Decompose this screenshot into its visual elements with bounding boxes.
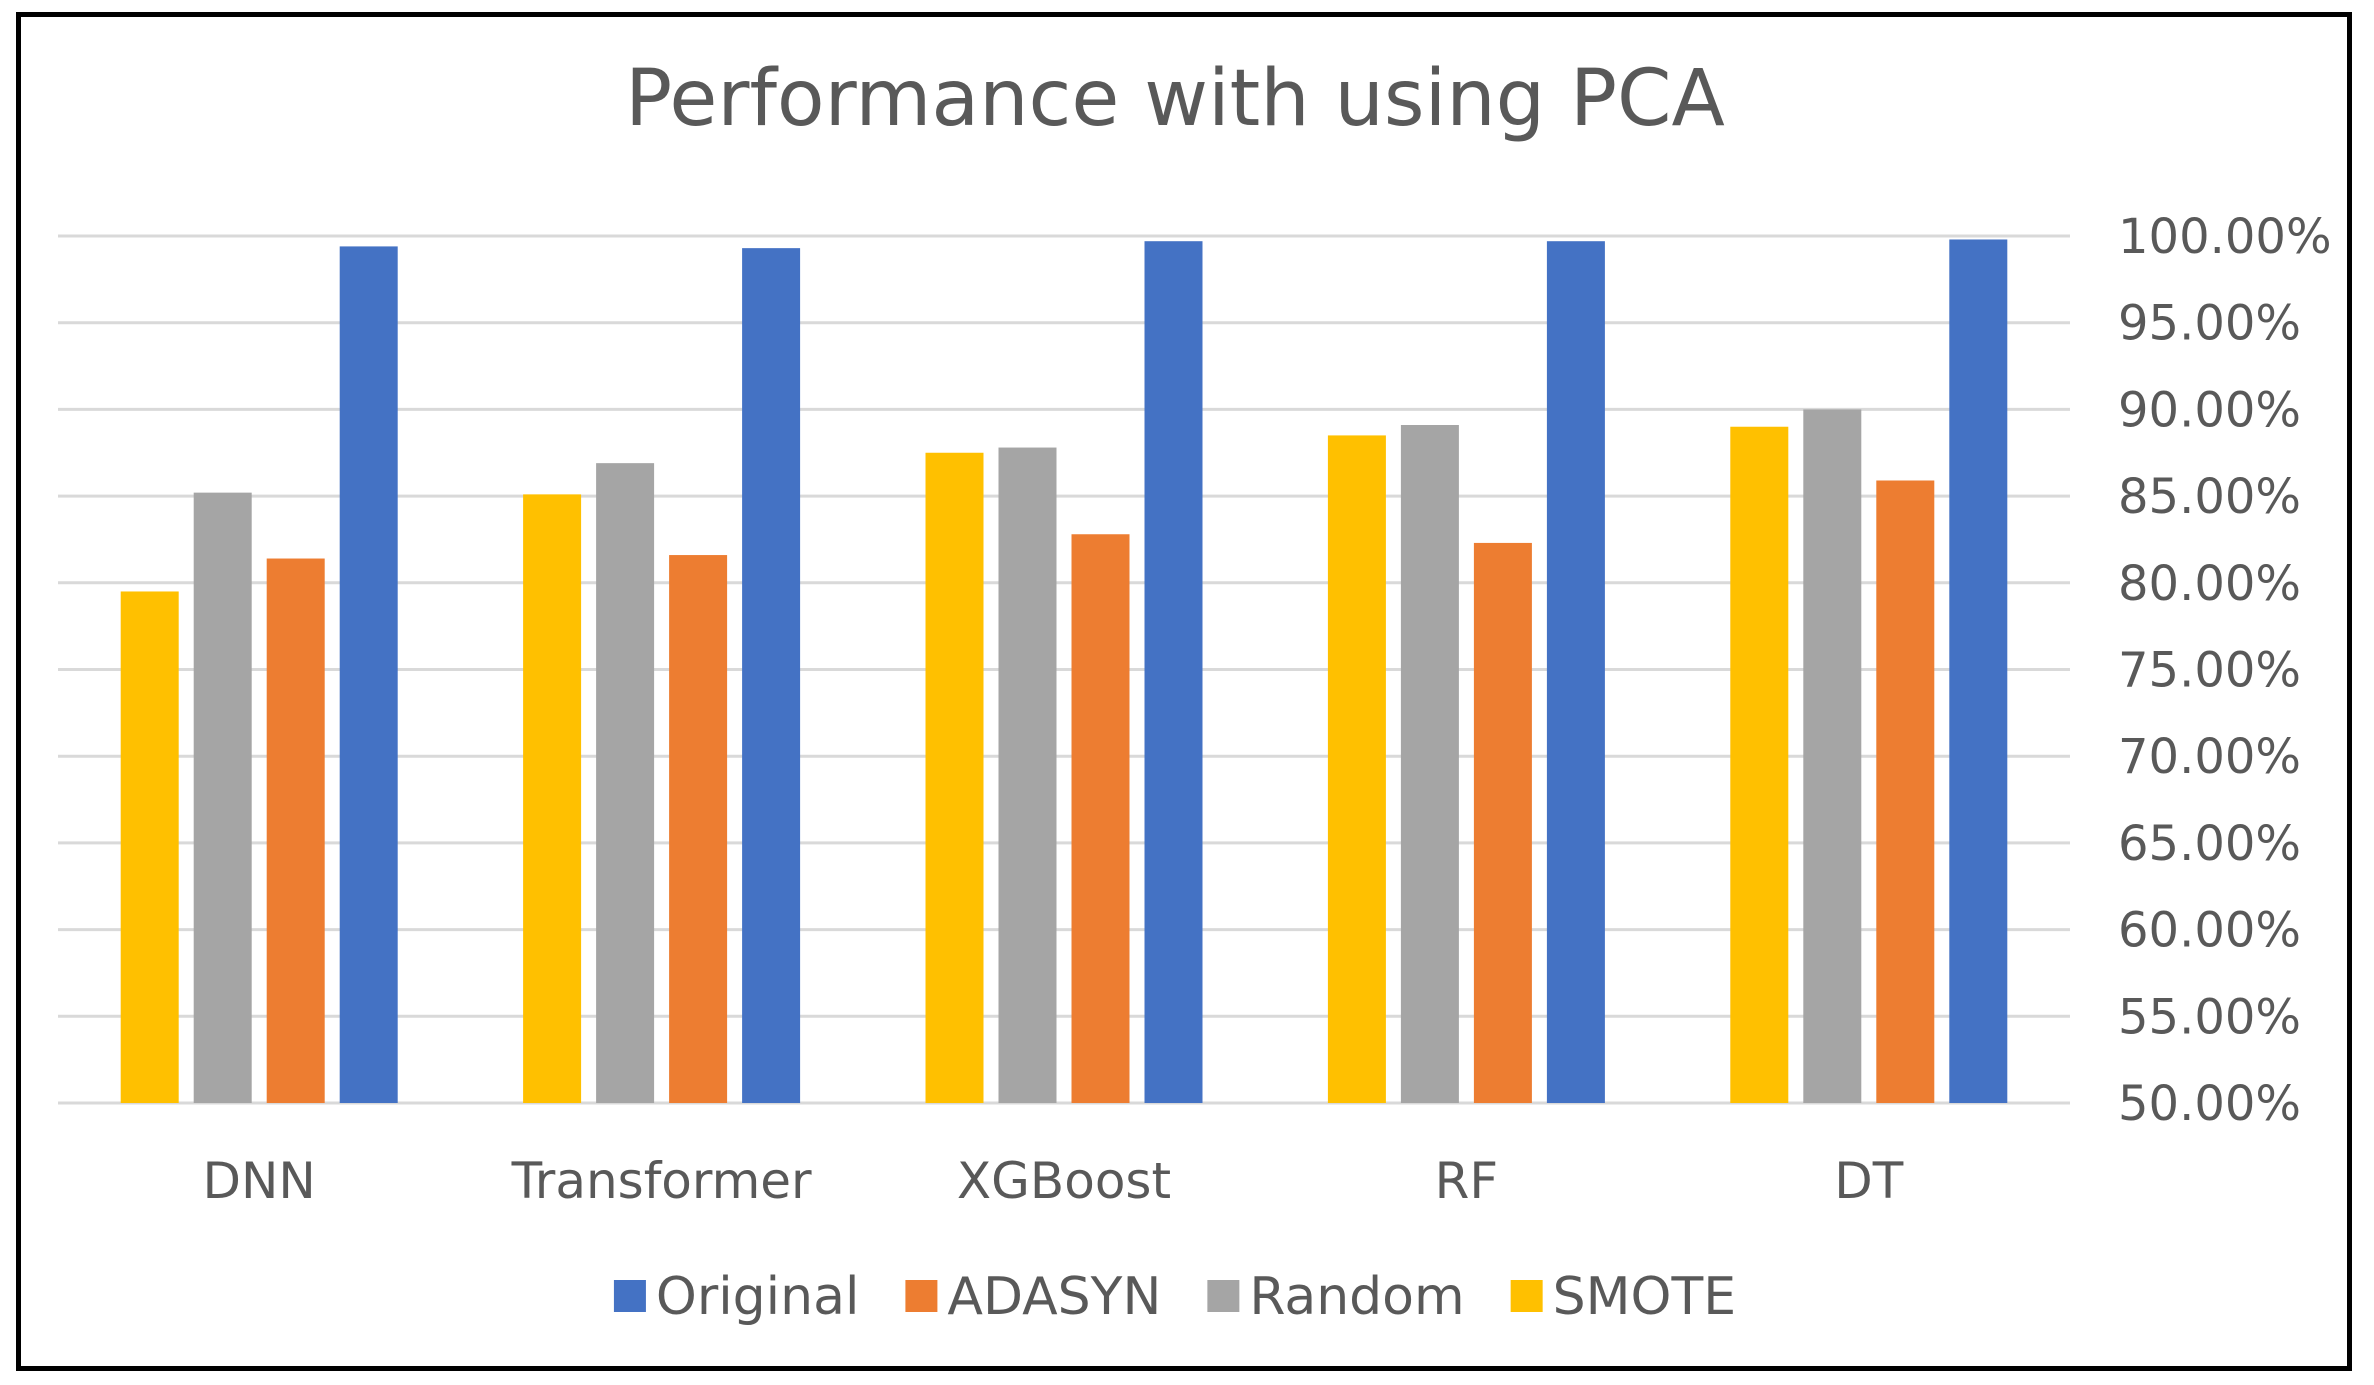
y-tick-label: 85.00% [2118,469,2301,525]
x-axis-categories: DNN Transformer XGBoost RF DT [203,1152,1904,1210]
bar-adasyn-transformer [669,555,728,1103]
legend-label-adasyn: ADASYN [947,1267,1161,1327]
x-category-label: DT [1834,1152,1904,1210]
bar-random-dt [1803,409,1862,1103]
bar-original-transformer [742,248,801,1103]
legend-swatch-random [1207,1280,1240,1312]
bar-original-dt [1949,239,2008,1103]
bar-random-rf [1400,425,1459,1104]
y-tick-label: 90.00% [2118,382,2301,438]
bar-smote-rf [1327,435,1386,1103]
x-category-label: RF [1435,1152,1499,1210]
x-category-label: DNN [203,1152,316,1210]
y-tick-label: 50.00% [2118,1076,2301,1132]
legend-label-smote: SMOTE [1553,1267,1736,1327]
y-tick-label: 60.00% [2118,903,2301,959]
legend-label-original: Original [656,1267,859,1327]
bar-smote-transformer [523,494,582,1104]
bar-adasyn-dnn [266,558,325,1103]
bar-random-dnn [193,492,252,1104]
bar-adasyn-rf [1473,542,1532,1103]
y-tick-label: 55.00% [2118,989,2301,1045]
y-tick-label: 80.00% [2118,556,2301,612]
bar-smote-dnn [120,591,179,1103]
bar-random-xgboost [998,447,1057,1104]
bar-smote-xgboost [925,452,984,1103]
y-tick-label: 75.00% [2118,643,2301,699]
bar-adasyn-dt [1876,480,1935,1103]
legend-swatch-original [613,1280,646,1312]
bar-random-transformer [596,463,655,1103]
y-axis-ticks: 50.00% 55.00% 60.00% 65.00% 70.00% 75.00% 80.0… [2118,209,2332,1132]
y-tick-label: 100.00% [2118,209,2332,265]
legend-swatch-adasyn [905,1280,938,1312]
bar-original-rf [1546,241,1605,1103]
y-tick-label: 65.00% [2118,816,2301,872]
x-category-label: Transformer [511,1152,812,1210]
y-tick-label: 70.00% [2118,729,2301,785]
bars [120,239,2008,1104]
legend-swatch-smote [1510,1280,1543,1312]
bar-smote-dt [1730,426,1789,1103]
bar-original-xgboost [1144,241,1203,1103]
legend: Original ADASYN Random SMOTE [613,1267,1736,1327]
x-category-label: XGBoost [957,1152,1171,1210]
bar-original-dnn [339,246,398,1104]
chart-title: Performance with using PCA [625,54,1725,144]
legend-label-random: Random [1249,1267,1464,1327]
bar-adasyn-xgboost [1071,534,1130,1103]
y-tick-label: 95.00% [2118,296,2301,352]
